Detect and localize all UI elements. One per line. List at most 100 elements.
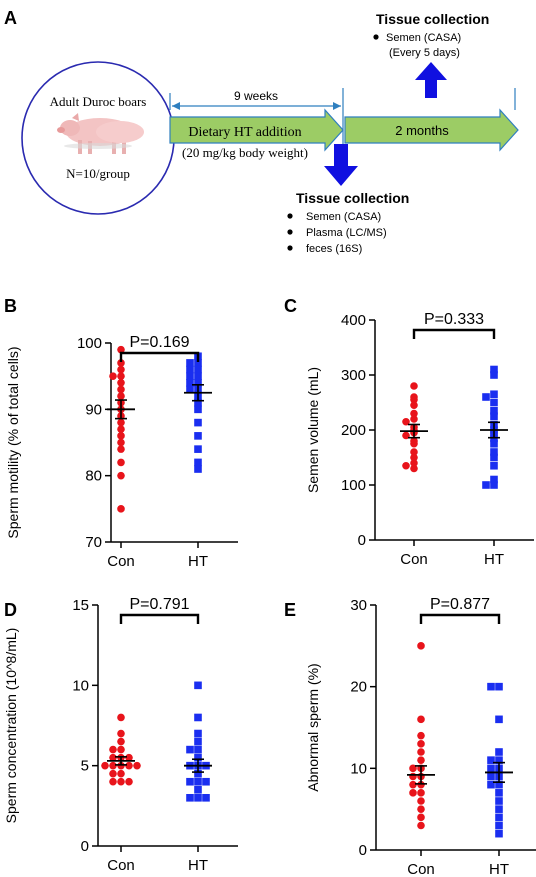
x-tick-label: HT [489, 861, 509, 877]
y-tick-label: 20 [350, 679, 367, 696]
data-point [490, 406, 498, 415]
data-point [194, 465, 202, 473]
data-point [417, 740, 425, 748]
data-point [117, 379, 125, 387]
data-point [194, 753, 202, 762]
data-point [410, 464, 418, 473]
data-point [490, 412, 498, 421]
data-point [202, 777, 210, 786]
y-tick-label: 15 [72, 597, 89, 614]
bottom-item-1: Semen (CASA) [306, 211, 381, 223]
data-point [194, 769, 202, 778]
data-point [109, 745, 117, 754]
data-point [194, 379, 202, 387]
data-point [125, 753, 133, 762]
x-tick-label: Con [107, 553, 135, 570]
data-point [495, 715, 503, 724]
data-point [194, 365, 202, 374]
data-point [490, 481, 498, 489]
data-point [417, 748, 425, 756]
data-point [194, 745, 202, 754]
data-point [117, 737, 125, 746]
data-point [495, 682, 503, 691]
data-point [186, 385, 194, 394]
top-item-1: Semen (CASA) [386, 32, 461, 44]
data-point [409, 772, 417, 781]
panel-a: A Adult Duroc boars N=10/group 9 weeks [4, 8, 519, 255]
top-item-2: (Every 5 days) [389, 47, 460, 59]
y-tick-label: 10 [350, 760, 367, 777]
data-point [490, 371, 498, 379]
data-point [495, 789, 503, 797]
significance-bracket [412, 328, 496, 339]
data-point [487, 780, 495, 789]
panel-letter-a: A [4, 8, 17, 28]
data-point [117, 365, 125, 374]
bottom-item-3: feces (16S) [306, 243, 362, 255]
x-tick-label: HT [188, 553, 208, 570]
data-point [410, 439, 418, 448]
y-tick-label: 90 [85, 401, 102, 418]
data-point [194, 794, 202, 802]
y-axis-label: Sperm motility (% of total cells) [5, 346, 21, 538]
p-value-label: P=0.169 [129, 334, 189, 351]
data-point [194, 418, 202, 427]
bullet-icon [373, 34, 379, 40]
data-point [117, 505, 125, 513]
data-point [186, 379, 194, 387]
data-point [194, 432, 202, 440]
y-tick-label: 200 [341, 422, 366, 439]
data-point [109, 769, 117, 778]
y-tick-label: 0 [81, 838, 89, 855]
data-point [417, 813, 425, 822]
data-point [117, 769, 125, 778]
data-point [109, 761, 117, 770]
data-point [117, 438, 125, 447]
data-point [402, 417, 410, 426]
x-tick-label: Con [400, 551, 428, 568]
data-point [194, 458, 202, 467]
data-point [194, 405, 202, 414]
pig-image [57, 113, 144, 154]
data-point [109, 753, 117, 762]
data-point [495, 829, 503, 838]
significance-bracket [419, 613, 501, 624]
data-point [194, 359, 202, 367]
data-point [117, 385, 125, 394]
data-point [417, 642, 425, 650]
data-point [410, 401, 418, 410]
panel-c: C 0 100 200 300 400 Con HT Semen volume (mL) P=0… [284, 296, 534, 568]
data-point [117, 777, 125, 786]
bullet-icon [287, 229, 293, 235]
data-point [194, 785, 202, 794]
y-tick-label: 80 [85, 468, 102, 485]
data-point [409, 789, 417, 797]
circle-title: Adult Duroc boars [50, 94, 147, 109]
data-point [194, 737, 202, 746]
top-collection-title: Tissue collection [376, 11, 489, 27]
arrow1-line2: (20 mg/kg body weight) [182, 145, 308, 160]
data-point [117, 729, 125, 738]
data-point [495, 780, 503, 789]
y-axis-label: Sperm concentration (10^8/mL) [3, 628, 19, 824]
data-point [495, 756, 503, 764]
x-tick-label: HT [188, 857, 208, 874]
bottom-item-2: Plasma (LC/MS) [306, 227, 387, 239]
arrow1-line1: Dietary HT addition [188, 125, 301, 140]
x-tick-label: Con [407, 861, 435, 877]
data-point [482, 481, 490, 489]
data-point [410, 453, 418, 462]
data-point [117, 425, 125, 434]
data-point [117, 418, 125, 427]
x-tick-label: Con [107, 857, 135, 874]
data-point [194, 681, 202, 690]
data-point [125, 761, 133, 770]
data-point [186, 794, 194, 802]
data-point [125, 777, 133, 786]
data-point [117, 392, 125, 400]
data-point [495, 748, 503, 756]
data-point [495, 805, 503, 813]
data-point [417, 731, 425, 740]
up-arrow-icon [415, 62, 447, 98]
panel-letter-d: D [4, 600, 17, 620]
